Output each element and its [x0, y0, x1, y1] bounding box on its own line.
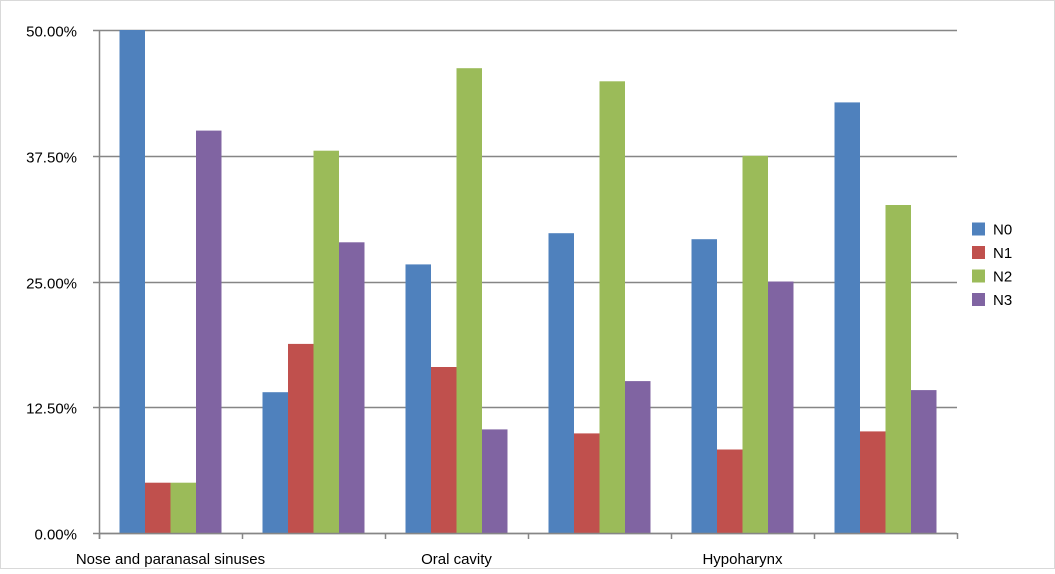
- bar-n0: [834, 102, 860, 534]
- bar-n3: [482, 429, 508, 533]
- bar-n2: [599, 81, 625, 534]
- bar-n1: [860, 431, 886, 533]
- bar-n3: [196, 130, 222, 533]
- axis-labels: 0.00% 12.50% 25.00% 37.50% 50.00% Nose and pa…: [26, 24, 783, 569]
- legend-swatch-n3: [972, 293, 985, 306]
- bar-n2: [313, 150, 339, 533]
- legend-swatch-n2: [972, 269, 985, 283]
- y-tick-label: 25.00%: [26, 276, 77, 293]
- bars: [119, 30, 937, 534]
- x-tick-label: Hypoharynx: [702, 551, 783, 568]
- bar-n0: [405, 264, 431, 533]
- bar-n1: [717, 449, 743, 533]
- bar-n3: [768, 281, 794, 533]
- bar-n1: [145, 482, 171, 533]
- bar-n0: [548, 233, 574, 533]
- y-tick-label: 0.00%: [34, 527, 77, 544]
- bar-n0: [262, 392, 288, 533]
- legend-label-n0: N0: [993, 222, 1012, 239]
- bar-n3: [625, 381, 651, 533]
- bar-n1: [288, 343, 314, 533]
- x-tick-label: Oral cavity: [421, 551, 492, 568]
- bar-n2: [170, 482, 196, 533]
- x-tick-label: Nose and paranasal sinuses: [76, 551, 265, 568]
- legend-label-n2: N2: [993, 269, 1012, 286]
- y-tick-label: 12.50%: [26, 401, 77, 418]
- y-tick-label: 50.00%: [26, 24, 77, 41]
- legend-swatch-n0: [972, 222, 985, 236]
- bar-n2: [742, 155, 768, 534]
- bar-n3: [911, 390, 937, 533]
- legend-label-n3: N3: [993, 292, 1012, 309]
- legend-label-n1: N1: [993, 245, 1012, 262]
- axes: [98, 30, 959, 539]
- y-tick-label: 37.50%: [26, 150, 77, 167]
- bar-n2: [456, 68, 482, 533]
- bar-n0: [691, 239, 717, 533]
- bar-n2: [885, 205, 911, 533]
- legend-swatch-n1: [972, 246, 985, 259]
- bar-n0: [119, 30, 145, 533]
- legend: N0 N1 N2 N3: [972, 222, 1012, 309]
- bar-n1: [431, 367, 457, 533]
- bar-n3: [339, 242, 365, 534]
- bar-n1: [574, 433, 600, 533]
